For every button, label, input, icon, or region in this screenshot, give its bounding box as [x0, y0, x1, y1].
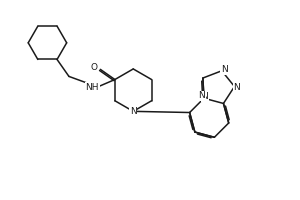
Text: O: O [91, 63, 98, 72]
Text: N: N [199, 91, 205, 100]
Text: N: N [234, 83, 240, 92]
Text: N: N [202, 92, 208, 101]
Text: NH: NH [85, 83, 99, 92]
Text: N: N [130, 107, 136, 116]
Text: N: N [221, 65, 228, 74]
